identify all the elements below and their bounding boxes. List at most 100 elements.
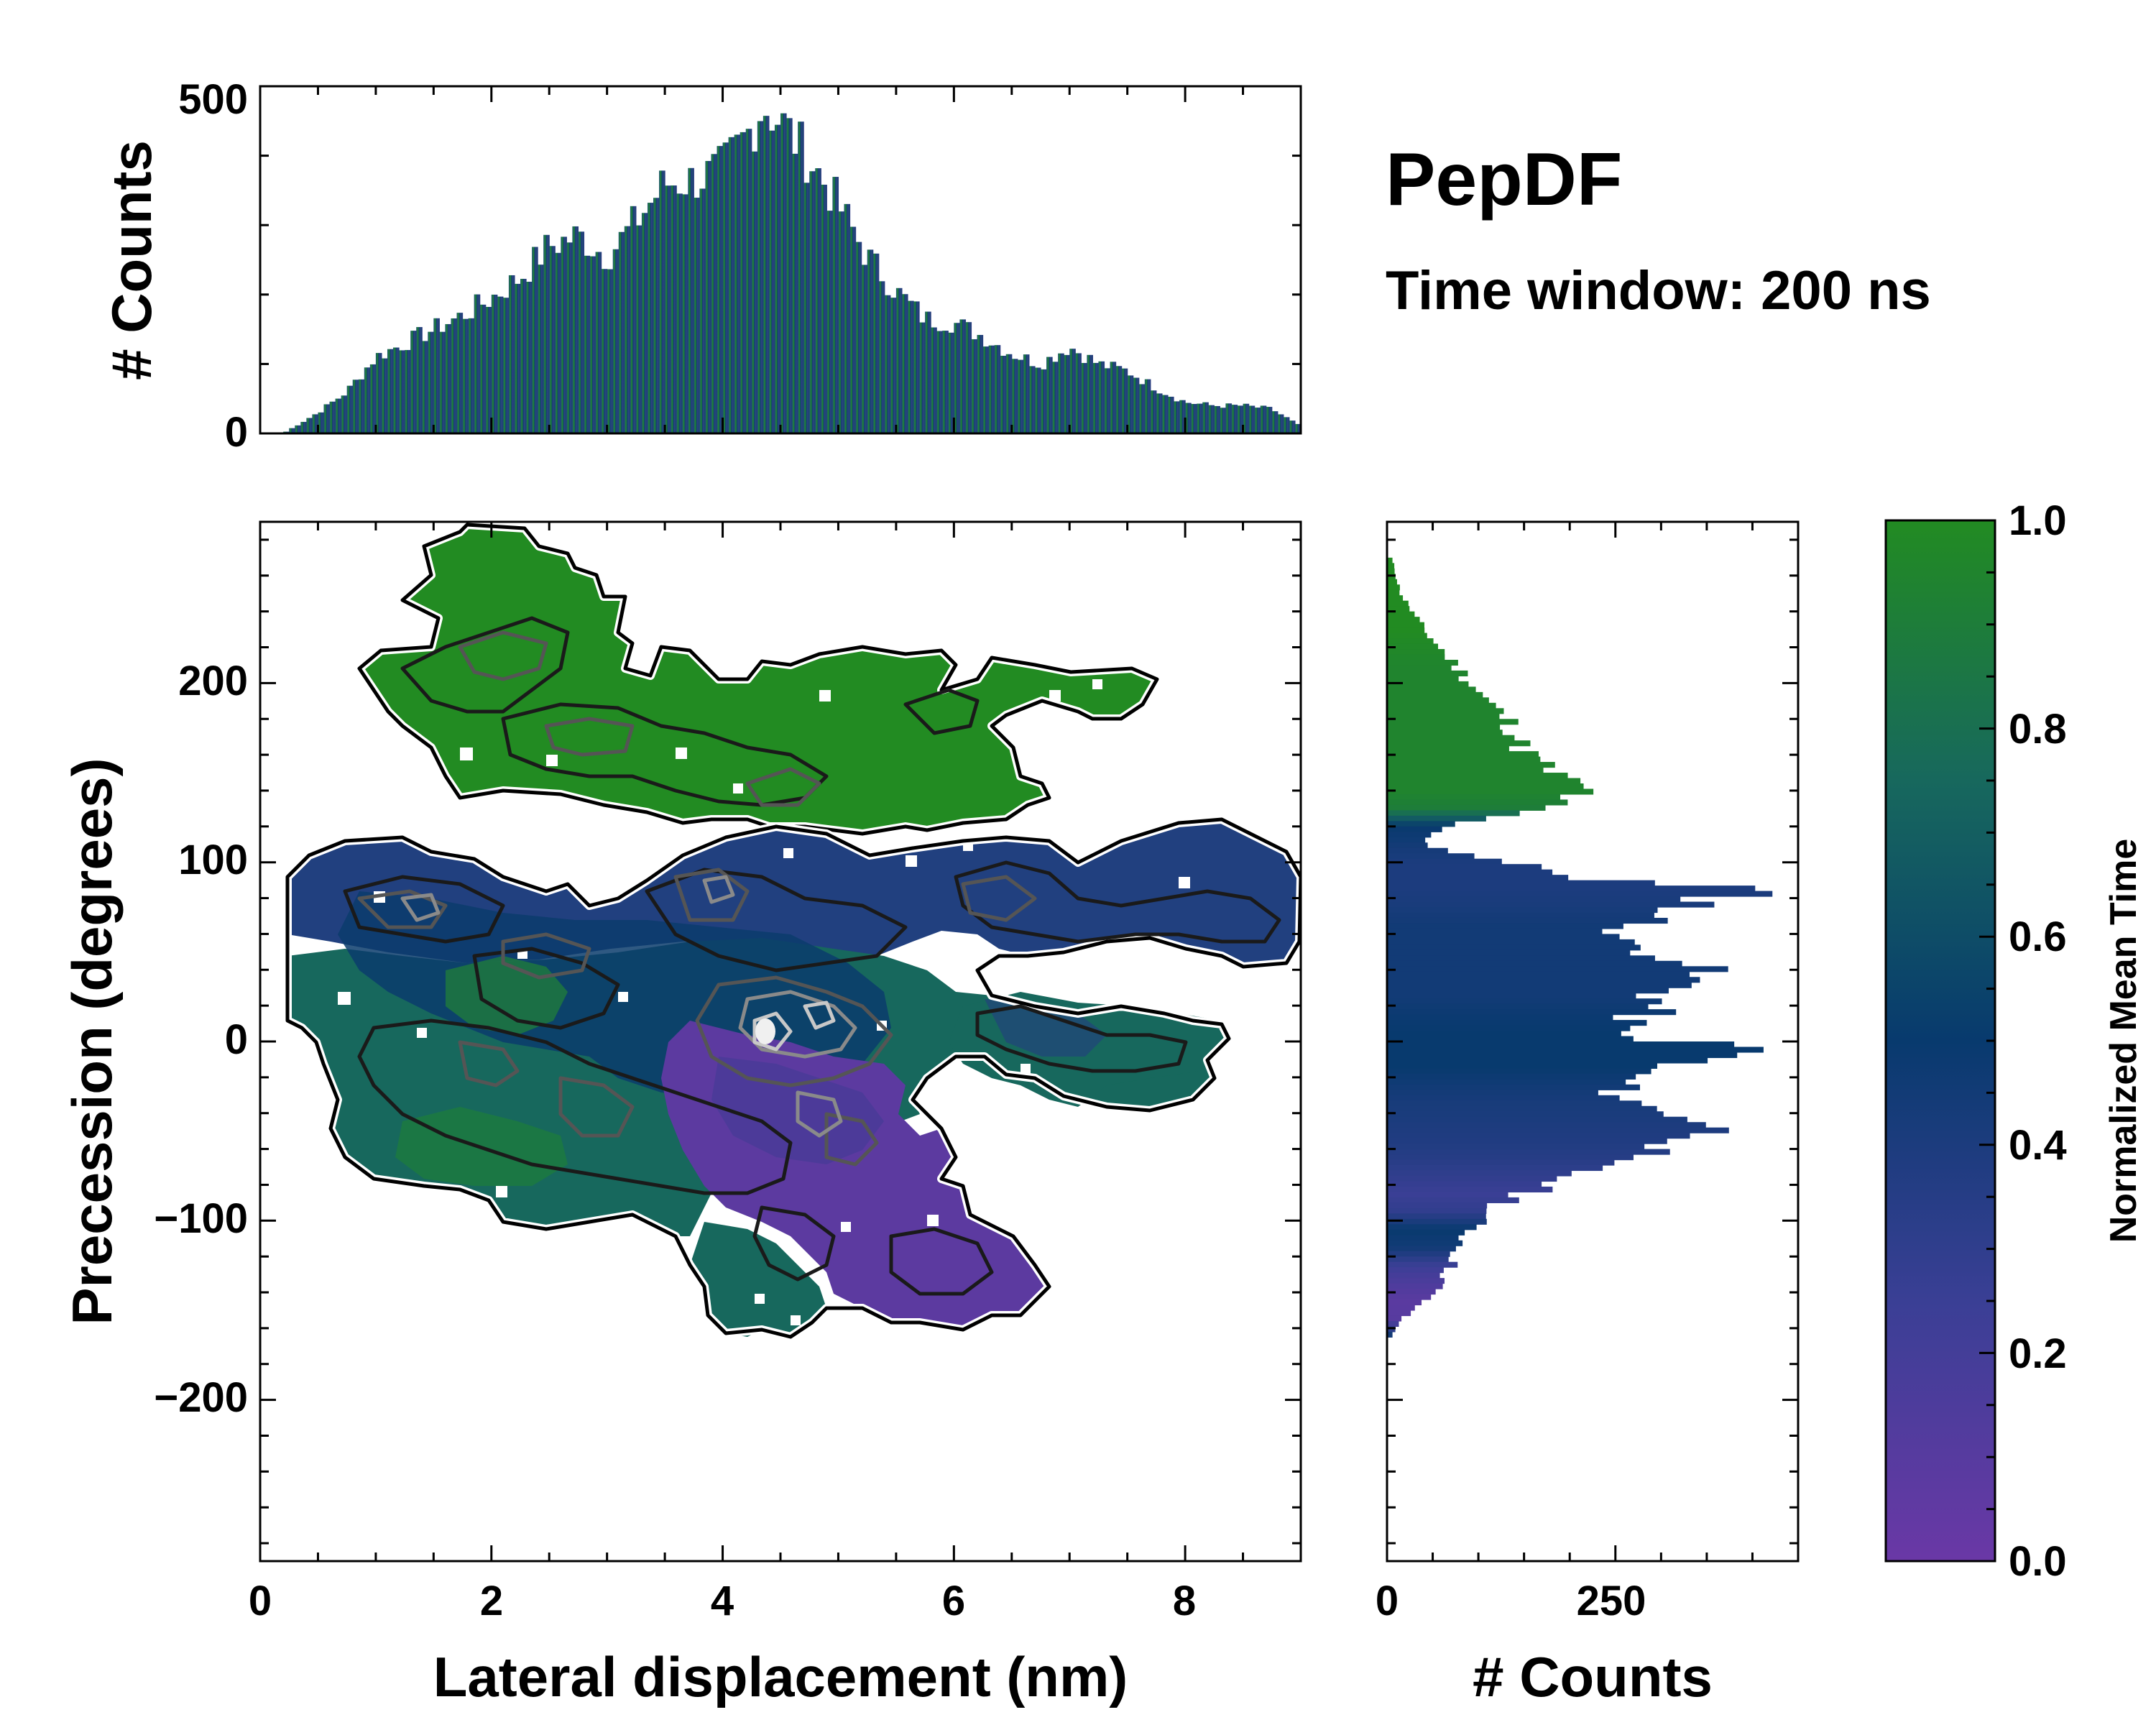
top-histogram-bar [405, 349, 411, 433]
right-histogram-bar [1387, 923, 1623, 929]
right-histogram-bar [1387, 934, 1620, 940]
right-histogram-bar [1387, 1283, 1443, 1289]
right-histogram-bar [1387, 1062, 1657, 1069]
right-histogram-bar [1387, 627, 1425, 634]
right-histogram-bar [1387, 1133, 1690, 1139]
top-histogram-bar [751, 151, 758, 433]
top-histogram-bar [786, 118, 793, 433]
right-histogram-bar [1387, 1326, 1396, 1333]
right-histogram-bar [1387, 982, 1692, 988]
top-histogram-bar [676, 193, 683, 433]
right-histogram-bar [1387, 659, 1458, 666]
top-histogram-bar [867, 249, 874, 433]
top-histogram-bar [821, 184, 827, 433]
right-histogram-bar [1387, 907, 1658, 914]
top-histogram-bar [803, 183, 810, 433]
right-histogram-bar [1387, 697, 1489, 704]
right-histogram-bar [1387, 1294, 1432, 1300]
top-histogram-bar [1150, 390, 1157, 433]
top-histogram-bar [1087, 354, 1093, 433]
cbar-tick-1.0: 1.0 [2009, 497, 2067, 544]
top-histogram-bar [1005, 354, 1013, 433]
right-histogram-bar [1387, 891, 1773, 897]
top-histogram-bar [375, 353, 382, 433]
top-histogram-bar [428, 331, 434, 433]
right-histogram-bar [1387, 606, 1410, 612]
top-histogram-bar [1144, 379, 1151, 433]
right-histogram-bar [1387, 702, 1496, 709]
top-histogram-bar [439, 331, 446, 433]
top-histogram-bar [1023, 354, 1030, 433]
right-histogram-bar [1387, 724, 1501, 730]
top-histogram-bar [352, 380, 359, 433]
top-histogram-bar [1115, 366, 1123, 433]
top-histogram-bar [809, 171, 816, 433]
right-histogram-bar [1387, 1305, 1415, 1311]
top-histogram-bar [1208, 405, 1215, 433]
top-histogram-bar [1138, 384, 1146, 433]
right-histogram-bar [1387, 804, 1546, 811]
right-histogram-bar [1387, 858, 1502, 865]
right-histogram-bar [1387, 1240, 1463, 1246]
right-histogram-bar [1387, 1020, 1647, 1026]
right-histogram-bar [1387, 719, 1519, 725]
right-histogram-bar [1387, 1213, 1486, 1220]
right-histogram-bar [1387, 1202, 1488, 1209]
top-histogram-bar [578, 231, 585, 433]
top-histogram-bar [763, 116, 770, 433]
right-histogram-bar [1387, 977, 1700, 983]
right-histogram-bar [1387, 1154, 1634, 1161]
main-ytick-100: 100 [178, 837, 248, 883]
right-histogram-bar [1387, 912, 1654, 919]
right-histogram-bar [1387, 1031, 1621, 1037]
right-histogram-bar [1387, 1014, 1613, 1021]
right-histogram-bar [1387, 1095, 1620, 1101]
main-xlabel: Lateral displacement (nm) [433, 1645, 1128, 1708]
top-histogram-bars [283, 113, 1301, 433]
right-histogram-bar [1387, 917, 1668, 924]
top-histogram-bar [740, 132, 747, 433]
contours-level-4 [752, 1000, 836, 1052]
top-histogram-bar [1064, 354, 1070, 433]
top-histogram-bar [647, 203, 654, 433]
right-histogram-bar [1387, 713, 1500, 719]
right-histogram-bar [1387, 654, 1445, 661]
top-histogram-bar [901, 294, 908, 433]
top-histogram-bar [913, 301, 920, 433]
top-histogram-bar [1277, 414, 1284, 433]
right-histogram-bar [1387, 799, 1568, 806]
top-histogram-bar [1225, 403, 1233, 433]
top-histogram-bar [1058, 353, 1064, 433]
right-histogram-bar [1387, 740, 1531, 747]
right-histogram-bar [1387, 993, 1636, 999]
right-histogram-bar [1387, 1068, 1651, 1075]
top-histogram-bar [538, 264, 544, 433]
top-histogram-bar [566, 242, 573, 433]
top-histogram-bar [555, 252, 561, 433]
right-histogram-bar [1387, 708, 1504, 714]
top-histogram-bar [323, 404, 331, 433]
top-histogram-bar [1231, 405, 1238, 433]
right-histogram-bar [1387, 1246, 1456, 1252]
top-histogram-bar [306, 418, 313, 433]
main-xtick-6: 6 [942, 1578, 965, 1624]
top-histogram-bar [977, 334, 984, 433]
top-histogram-bar [358, 379, 365, 433]
right-histogram-bar [1387, 864, 1542, 870]
right-xtick-250: 250 [1577, 1578, 1646, 1624]
top-histogram-bar [931, 327, 937, 433]
contours-level-1 [343, 616, 1281, 1296]
right-histogram-bar [1387, 1289, 1436, 1295]
right-histogram-bar [1387, 611, 1415, 617]
cbar-tick-0.2: 0.2 [2009, 1330, 2067, 1377]
right-histogram-bar [1387, 815, 1486, 822]
right-histogram-bar [1387, 783, 1584, 790]
top-histogram-bar [1179, 400, 1186, 433]
right-histogram-bar [1387, 1046, 1764, 1053]
top-histogram-bar [1017, 359, 1024, 433]
right-histogram-bar [1387, 1181, 1542, 1187]
top-histogram-bar [479, 304, 487, 433]
right-histogram-bar [1387, 622, 1424, 628]
top-ylabel: # Counts [100, 140, 163, 380]
right-histogram-bar [1387, 821, 1455, 827]
